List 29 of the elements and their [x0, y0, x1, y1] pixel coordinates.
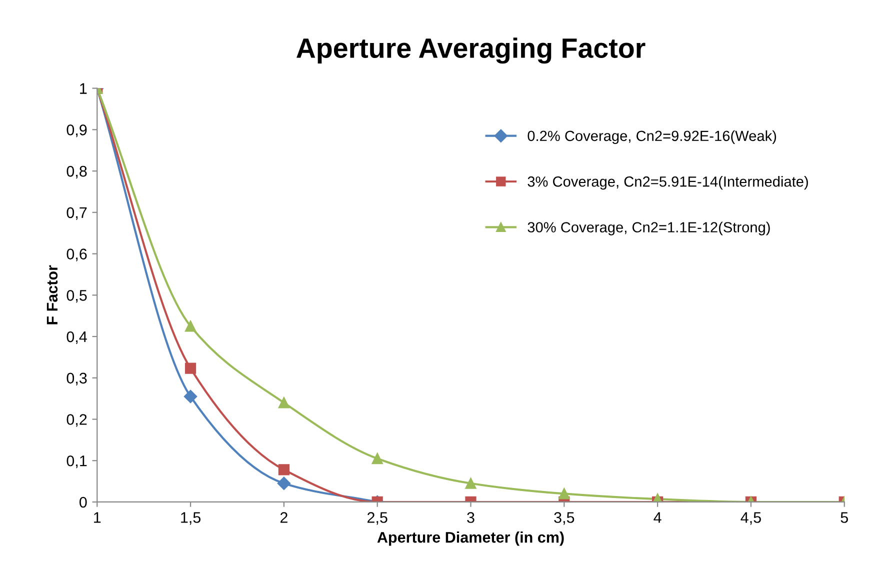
y-tick-label: 0,4 [66, 331, 87, 344]
x-axis-title: Aperture Diameter (in cm) [377, 532, 564, 546]
x-tick-label: 1,5 [181, 512, 201, 525]
x-tick-label: 3,5 [554, 512, 574, 525]
x-tick-label: 2,5 [367, 512, 388, 525]
point [184, 320, 196, 332]
y-tick-label: 0,3 [66, 372, 87, 386]
point [278, 397, 290, 408]
x-tick-label: 4 [654, 512, 662, 523]
chart-title: Aperture Averaging Factor [296, 38, 646, 64]
x-tick-label: 1 [94, 512, 101, 523]
y-tick-label: 0,2 [66, 414, 87, 427]
point [184, 362, 196, 374]
y-tick-label: 0,9 [66, 124, 87, 138]
y-tick-label: 0 [80, 496, 87, 508]
y-tick-label: 1 [80, 83, 87, 94]
y-tick-label: 0,6 [66, 248, 87, 262]
y-tick-label: 0,7 [66, 207, 87, 220]
x-tick-label: 3 [467, 512, 474, 523]
legend-label: 30% Coverage, Cn2=1.1E-12(Strong) [528, 222, 770, 236]
y-tick-label: 0,1 [66, 455, 87, 468]
legend-label: 3% Coverage, Cn2=5.91E-14(Intermediate) [528, 176, 808, 190]
y-tick-label: 0,5 [66, 290, 87, 303]
y-axis-title: F Factor [46, 265, 58, 324]
y-tick-label: 0,8 [66, 166, 87, 179]
x-tick-label: 5 [840, 512, 848, 523]
x-tick-label: 2 [280, 512, 288, 523]
x-tick-label: 4,5 [740, 512, 761, 525]
legend-label: 0.2% Coverage, Cn2=9.92E-16(Weak) [528, 130, 776, 144]
